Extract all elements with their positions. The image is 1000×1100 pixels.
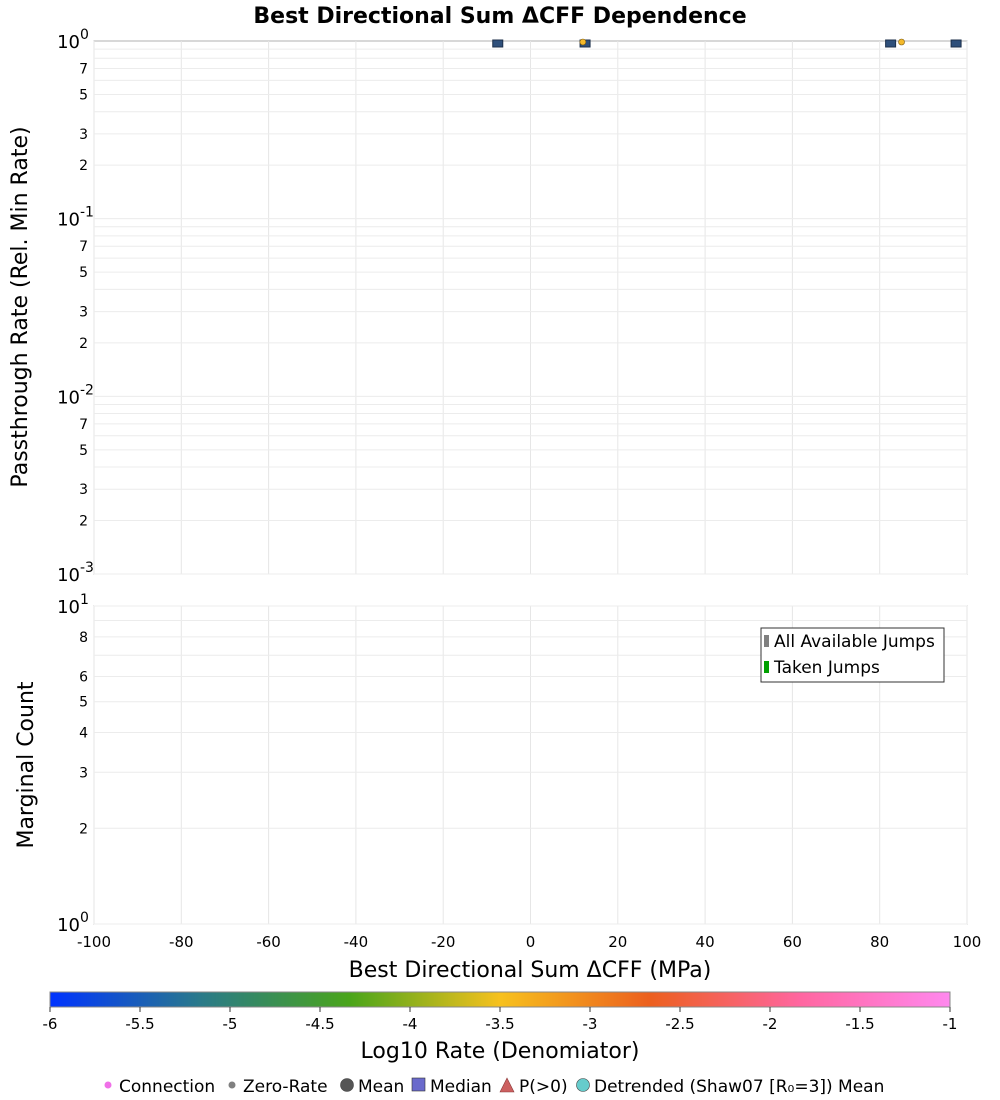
top-y-minor-tick-label: 7: [79, 62, 88, 78]
median-marker: [950, 39, 962, 48]
colorbar-tick-label: -5.5: [125, 1015, 154, 1033]
x-tick-label: 40: [696, 933, 715, 951]
legend-box: [760, 627, 945, 683]
x-tick-labels: -100 -80 -60 -40 -20 0 20 40 60 80 100: [77, 933, 981, 951]
top-y-tick-exponent: -1: [80, 205, 94, 221]
marker-legend-label: P(>0): [519, 1077, 568, 1097]
x-tick-label: 20: [608, 933, 627, 951]
top-y-major-tick-label: 10: [57, 210, 80, 231]
median-marker: [492, 39, 504, 48]
top-y-minor-tick-label: 7: [79, 417, 88, 433]
legend-triangle-icon: [499, 1077, 515, 1093]
top-y-minor-tick-label: 2: [79, 336, 88, 352]
legend-label-taken-jumps: Taken Jumps: [773, 658, 880, 678]
colorbar-tick-label: -5: [223, 1015, 238, 1033]
top-y-minor-tick-label: 2: [79, 514, 88, 530]
top-y-minor-tick-label: 5: [79, 87, 88, 103]
marker-legend: Connection Zero-Rate Mean Median P(>0) Detren…: [104, 1077, 884, 1097]
bottom-legend: All Available Jumps Taken Jumps: [760, 627, 945, 683]
bottom-y-minor-tick-label: 2: [79, 821, 88, 837]
top-y-major-tick-label: 10: [57, 32, 80, 53]
colorbar-tick-label: -1: [943, 1015, 958, 1033]
colorbar-label: Log10 Rate (Denomiator): [361, 1039, 640, 1064]
legend-dot-icon: [104, 1081, 112, 1089]
top-y-minor-tick-label: 7: [79, 239, 88, 255]
legend-swatch-taken-jumps: [764, 661, 769, 673]
bottom-y-major-tick-label: 10: [57, 915, 80, 936]
colorbar: [49, 991, 951, 1008]
x-axis-label: Best Directional Sum ΔCFF (MPa): [349, 958, 712, 983]
bottom-y-minor-tick-label: 5: [79, 695, 88, 711]
top-data-markers: [492, 38, 962, 48]
x-tick-label: 100: [953, 933, 982, 951]
mean-marker: [579, 38, 587, 46]
colorbar-tick-label: -6: [43, 1015, 58, 1033]
bottom-y-minor-tick-label: 6: [79, 670, 88, 686]
top-y-tick-exponent: -3: [80, 560, 94, 576]
x-tick-label: -100: [77, 933, 111, 951]
median-marker: [885, 39, 897, 48]
marker-legend-label: Mean: [358, 1077, 404, 1097]
legend-circle-icon: [340, 1078, 354, 1092]
top-y-minor-tick-label: 5: [79, 443, 88, 459]
top-y-minor-tick-label: 3: [79, 482, 88, 498]
x-tick-label: -80: [169, 933, 194, 951]
marker-legend-label: Detrended (Shaw07 [R₀=3]) Mean: [594, 1077, 884, 1097]
marker-legend-label: Median: [430, 1077, 492, 1097]
bottom-y-tick-exponent: 0: [80, 910, 89, 926]
colorbar-tick-label: -4: [403, 1015, 418, 1033]
top-y-tick-exponent: -2: [80, 382, 94, 398]
bottom-y-tick-exponent: 1: [80, 592, 89, 608]
legend-square-icon: [411, 1077, 426, 1092]
top-y-minor-tick-label: 3: [79, 305, 88, 321]
chart-title: Best Directional Sum ΔCFF Dependence: [253, 4, 746, 29]
top-y-minor-tick-label: 2: [79, 158, 88, 174]
x-tick-label: 60: [783, 933, 802, 951]
bottom-y-minor-tick-label: 3: [79, 765, 88, 781]
top-y-tick-exponent: 0: [80, 27, 89, 43]
colorbar-tick-label: -3: [583, 1015, 598, 1033]
x-tick-label: -40: [344, 933, 369, 951]
colorbar-tick-label: -4.5: [305, 1015, 334, 1033]
top-y-minor-tick-label: 3: [79, 127, 88, 143]
marker-legend-label: Zero-Rate: [243, 1077, 328, 1097]
top-y-minor-tick-label: 5: [79, 265, 88, 281]
mean-marker: [898, 38, 905, 46]
colorbar-tick-labels: -6 -5.5 -5 -4.5 -4 -3.5 -3 -2.5 -2 -1.5 -1: [43, 1007, 958, 1033]
legend-dot-icon: [228, 1081, 236, 1089]
bottom-y-major-tick-label: 10: [57, 597, 80, 618]
marker-legend-label: Connection: [119, 1077, 215, 1097]
legend-circle-icon: [576, 1078, 590, 1092]
colorbar-tick-label: -1.5: [845, 1015, 874, 1033]
top-y-major-tick-label: 10: [57, 565, 80, 586]
bottom-y-minor-tick-label: 8: [79, 630, 88, 646]
top-y-axis-label: Passthrough Rate (Rel. Min Rate): [8, 126, 33, 487]
colorbar-tick-label: -2.5: [665, 1015, 694, 1033]
x-tick-label: 80: [870, 933, 889, 951]
colorbar-tick-label: -3.5: [485, 1015, 514, 1033]
legend-label-all-jumps: All Available Jumps: [774, 632, 935, 652]
x-tick-label: -20: [431, 933, 456, 951]
legend-swatch-all-jumps: [764, 635, 769, 647]
top-y-major-tick-label: 10: [57, 387, 80, 408]
x-tick-label: -60: [256, 933, 281, 951]
x-tick-label: 0: [526, 933, 536, 951]
bottom-y-axis-label: Marginal Count: [14, 681, 39, 848]
colorbar-tick-label: -2: [763, 1015, 778, 1033]
bottom-y-minor-tick-label: 4: [79, 726, 88, 742]
top-gridlines: [93, 41, 968, 575]
